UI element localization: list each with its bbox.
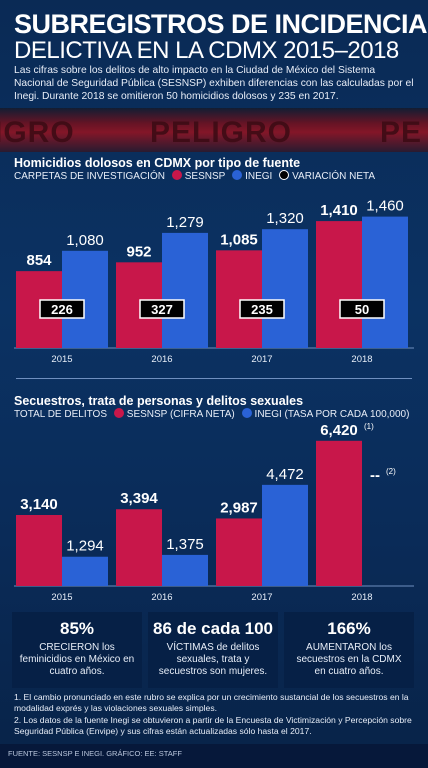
bar-sesnsp-2015 — [16, 514, 62, 586]
banner-word: PE — [380, 116, 423, 149]
bar-inegi-2016 — [162, 232, 208, 348]
x-tick-label-2018: 2018 — [351, 354, 372, 365]
peligro-banner — [0, 108, 428, 152]
x-tick-label-2015: 2015 — [51, 592, 72, 603]
x-tick-label-2015: 2015 — [51, 354, 72, 365]
sesnsp-dot-icon — [171, 170, 182, 180]
variation-label-2015: 226 — [51, 302, 73, 317]
label-sesnsp-2017: 1,085 — [220, 231, 258, 248]
label-inegi-2016: 1,375 — [166, 536, 204, 553]
x-tick-label-2018: 2018 — [351, 592, 372, 603]
variation-dot-icon — [279, 170, 290, 180]
label-inegi-2016: 1,279 — [166, 214, 204, 231]
variation-box-2015 — [39, 299, 85, 319]
footnote-2: 2. Los datos de la fuente Inegi se obtuv… — [14, 715, 412, 736]
note-mark-2: (2) — [386, 467, 396, 476]
x-tick-label-2016: 2016 — [151, 354, 172, 365]
chart2-secuestros: 3,140 1,294 2015 3,394 1,375 2016 2,987 4,472 20… — [14, 422, 414, 603]
stat-box-secuestros: 166% AUMENTARON los secuestros en la CDM… — [284, 612, 414, 688]
variation-box-2017 — [239, 299, 285, 319]
variation-label-2016: 327 — [151, 302, 173, 317]
chart1-title: Homicidios dolosos en CDMX por tipo de f… — [14, 156, 301, 170]
bar-sesnsp-2017 — [216, 518, 262, 586]
x-tick-label-2016: 2016 — [151, 592, 172, 603]
label-inegi-2018: 1,460 — [366, 198, 404, 215]
legend-variation: VARIACIÓN NETA — [279, 170, 375, 182]
variation-box-2016 — [139, 299, 185, 319]
chart2-legend: TOTAL DE DELITOS SESNSP (CIFRA NETA) INE… — [14, 408, 413, 420]
label-sesnsp-2018: 1,410 — [320, 202, 358, 219]
inegi-dot-icon — [232, 170, 243, 180]
stat-value: 86 de cada 100 — [152, 619, 274, 638]
stat-text: CRECIERON los feminicidios en México en … — [19, 642, 135, 677]
bar-sesnsp-2018 — [316, 221, 362, 348]
banner-word: PELIGRO — [150, 116, 293, 149]
inegi-dot-icon — [241, 408, 252, 418]
legend-lead: CARPETAS DE INVESTIGACIÓN — [14, 171, 165, 182]
chart1-legend: CARPETAS DE INVESTIGACIÓN SESNSP INEGI V… — [14, 170, 379, 182]
header: IGRO PELIGRO PE SUBREGISTROS DE INCIDENC… — [0, 0, 428, 152]
stat-text: VÍCTIMAS de delitos sexuales, trata y se… — [158, 642, 268, 677]
stat-value: 85% — [59, 619, 95, 638]
note-mark-1: (1) — [364, 422, 374, 431]
variation-label-2018: 50 — [355, 302, 369, 317]
source-footer: FUENTE: SESNSP E INEGI. GRÁFICO: EE: STA… — [0, 744, 428, 768]
label-inegi-2015: 1,294 — [66, 538, 104, 555]
legend-inegi: INEGI — [232, 170, 272, 182]
label-sesnsp-2015: 3,140 — [20, 496, 58, 513]
label-inegi-2015: 1,080 — [66, 232, 104, 249]
page-title: SUBREGISTROS DE INCIDENCIA — [14, 9, 428, 39]
footnote-1: 1. El cambio pronunciado en este rubro s… — [14, 692, 409, 713]
legend-inegi: INEGI (TASA POR CADA 100,000) — [241, 408, 409, 420]
label-inegi-2017: 4,472 — [266, 466, 304, 483]
stat-box-victimas: 86 de cada 100 VÍCTIMAS de delitos sexua… — [148, 612, 278, 688]
bar-inegi-2017 — [262, 484, 308, 586]
chart1-homicidios: 854 1,080 2015 226 952 1,279 2016 327 1,085 1,320… — [14, 198, 414, 365]
x-tick-label-2017: 2017 — [251, 592, 272, 603]
x-tick-label-2017: 2017 — [251, 354, 272, 365]
bar-sesnsp-2016 — [116, 509, 162, 586]
label-sesnsp-2018: 6,420 — [320, 422, 358, 439]
variation-box-2018 — [339, 299, 385, 319]
bar-inegi-2017 — [262, 229, 308, 348]
bar-inegi-2016 — [162, 554, 208, 586]
stat-value: 166% — [327, 619, 371, 638]
label-sesnsp-2016: 3,394 — [120, 490, 158, 507]
stat-box-feminicidios: 85% CRECIERON los feminicidios en México… — [12, 612, 142, 688]
label-sesnsp-2017: 2,987 — [220, 499, 258, 516]
label-sesnsp-2015: 854 — [26, 252, 52, 269]
section-divider — [16, 378, 412, 379]
bar-sesnsp-2018 — [316, 440, 362, 586]
label-inegi-2017: 1,320 — [266, 210, 304, 227]
legend-sesnsp: SESNSP — [171, 170, 225, 182]
variation-label-2017: 235 — [251, 302, 273, 317]
chart2-title: Secuestros, trata de personas y delitos … — [14, 394, 304, 408]
banner-word: IGRO — [0, 116, 75, 149]
bar-inegi-2018 — [362, 216, 408, 348]
footnotes: 1. El cambio pronunciado en este rubro s… — [14, 692, 418, 738]
legend-lead: TOTAL DE DELITOS — [14, 409, 107, 420]
stat-text: AUMENTARON los secuestros en la CDMX en … — [296, 642, 402, 677]
intro-paragraph: Las cifras sobre los delitos de alto imp… — [14, 65, 414, 102]
label-sesnsp-2016: 952 — [126, 243, 151, 260]
bar-inegi-2015 — [62, 556, 108, 586]
label-inegi-2018-missing: -- — [370, 467, 380, 484]
page-subtitle: DELICTIVA EN LA CDMX 2015–2018 — [14, 37, 399, 64]
legend-sesnsp: SESNSP (CIFRA NETA) — [113, 408, 235, 420]
bar-sesnsp-2017 — [216, 250, 262, 348]
sesnsp-dot-icon — [113, 408, 124, 418]
